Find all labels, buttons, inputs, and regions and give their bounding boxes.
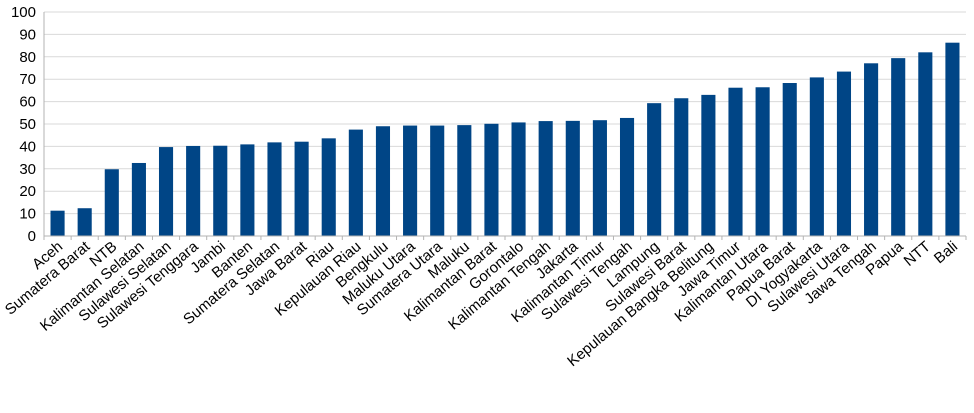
bar	[104, 169, 119, 236]
y-tick-label: 60	[19, 94, 36, 111]
bar	[891, 58, 906, 237]
bar	[782, 83, 797, 237]
bar	[348, 129, 363, 236]
bar	[511, 122, 526, 236]
bar	[674, 98, 689, 237]
bar	[592, 120, 607, 236]
y-tick-label: 20	[19, 183, 36, 200]
bar	[158, 147, 174, 236]
bar	[701, 94, 716, 236]
y-tick-label: 70	[19, 71, 36, 88]
bar	[565, 120, 580, 236]
bar	[403, 125, 418, 236]
x-tick-label: Bali	[931, 238, 961, 267]
bar	[131, 162, 146, 236]
x-tick-label: NTT	[901, 238, 934, 270]
axes	[43, 12, 967, 240]
bar	[186, 145, 201, 236]
bar	[50, 210, 65, 236]
bar	[430, 125, 445, 236]
bar	[213, 145, 228, 236]
y-tick-labels: 0 10 20 30 40 50 60 70 80 90 100	[11, 4, 36, 245]
y-tick-label: 50	[19, 116, 36, 133]
y-tick-label: 30	[19, 161, 36, 178]
y-tick-label: 90	[19, 26, 36, 43]
bar	[864, 63, 879, 236]
gridlines	[44, 11, 966, 237]
y-tick-label: 100	[11, 4, 36, 21]
bar	[484, 123, 499, 236]
y-tick-label: 40	[19, 138, 36, 155]
bar	[836, 71, 852, 236]
bar	[77, 208, 92, 236]
bar	[945, 42, 960, 236]
bar	[240, 144, 255, 236]
bar	[321, 138, 336, 236]
y-tick-label: 10	[19, 206, 36, 223]
bars	[50, 42, 960, 237]
bar	[294, 141, 309, 236]
bar	[457, 125, 472, 236]
bar	[728, 87, 743, 236]
bar	[619, 117, 635, 236]
y-tick-label: 0	[28, 228, 36, 245]
bar	[918, 52, 933, 236]
bar	[647, 103, 662, 236]
bar	[538, 121, 553, 236]
bar	[267, 142, 282, 236]
y-tick-label: 80	[19, 49, 36, 66]
bar	[755, 87, 770, 236]
bar	[809, 77, 824, 237]
bar	[375, 126, 391, 236]
